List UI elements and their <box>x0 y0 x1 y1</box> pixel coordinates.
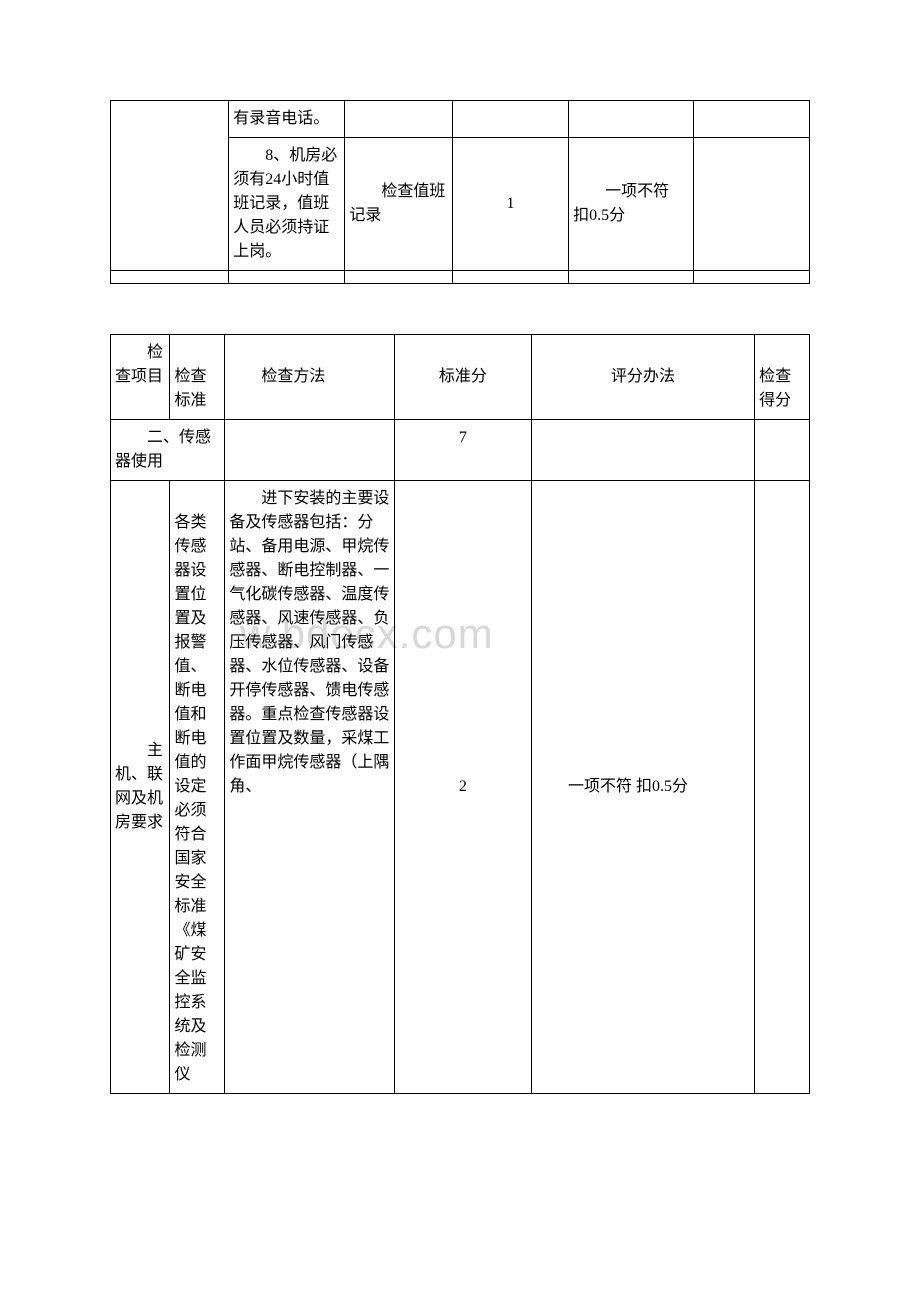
cell <box>452 101 568 138</box>
cell <box>345 271 453 284</box>
table-row <box>111 271 810 284</box>
header-cell: 检查方法 <box>225 335 394 420</box>
table-row: 有录音电话。 <box>111 101 810 138</box>
cell <box>693 101 809 138</box>
cell: 一项不符 扣0.5分 <box>531 481 754 1094</box>
cell: 1 <box>452 138 568 271</box>
cell: 进下安装的主要设备及传感器包括：分站、备用电源、甲烷传感器、断电控制器、一气化碳… <box>225 481 394 1094</box>
cell <box>452 271 568 284</box>
cell: 7 <box>394 420 531 481</box>
cell <box>693 138 809 271</box>
cell <box>569 271 694 284</box>
cell: 一项不符 扣0.5分 <box>569 138 694 271</box>
cell: 2 <box>394 481 531 1094</box>
cell <box>229 271 345 284</box>
cell: 8、机房必须有24小时值班记录，值班人员必须持证上岗。 <box>229 138 345 271</box>
cell <box>111 271 229 284</box>
cell <box>569 101 694 138</box>
header-cell: 检查得分 <box>755 335 810 420</box>
cell: 各类传感器设置位置及报警值、断电值和断电值的设定必须符合国家安全标准《煤矿安全监… <box>170 481 225 1094</box>
cell <box>531 420 754 481</box>
table-header-row: 检查项目 检查标准 检查方法 标准分 评分办法 检查得分 <box>111 335 810 420</box>
cell: 有录音电话。 <box>229 101 345 138</box>
header-cell: 检查项目 <box>111 335 170 420</box>
table-row: 二、传感器使用 7 <box>111 420 810 481</box>
cell: 检查值班记录 <box>345 138 453 271</box>
table-2: 检查项目 检查标准 检查方法 标准分 评分办法 检查得分 二、传感器使用 7 主… <box>110 334 810 1094</box>
header-cell: 评分办法 <box>531 335 754 420</box>
cell <box>755 420 810 481</box>
cell: 主机、联网及机房要求 <box>111 481 170 1094</box>
cell <box>345 101 453 138</box>
cell <box>225 420 394 481</box>
table-row: 主机、联网及机房要求 各类传感器设置位置及报警值、断电值和断电值的设定必须符合国… <box>111 481 810 1094</box>
cell: 二、传感器使用 <box>111 420 225 481</box>
header-cell: 标准分 <box>394 335 531 420</box>
cell <box>755 481 810 1094</box>
cell <box>693 271 809 284</box>
table-1: 有录音电话。 8、机房必须有24小时值班记录，值班人员必须持证上岗。 检查值班记… <box>110 100 810 284</box>
header-cell: 检查标准 <box>170 335 225 420</box>
cell <box>111 101 229 271</box>
